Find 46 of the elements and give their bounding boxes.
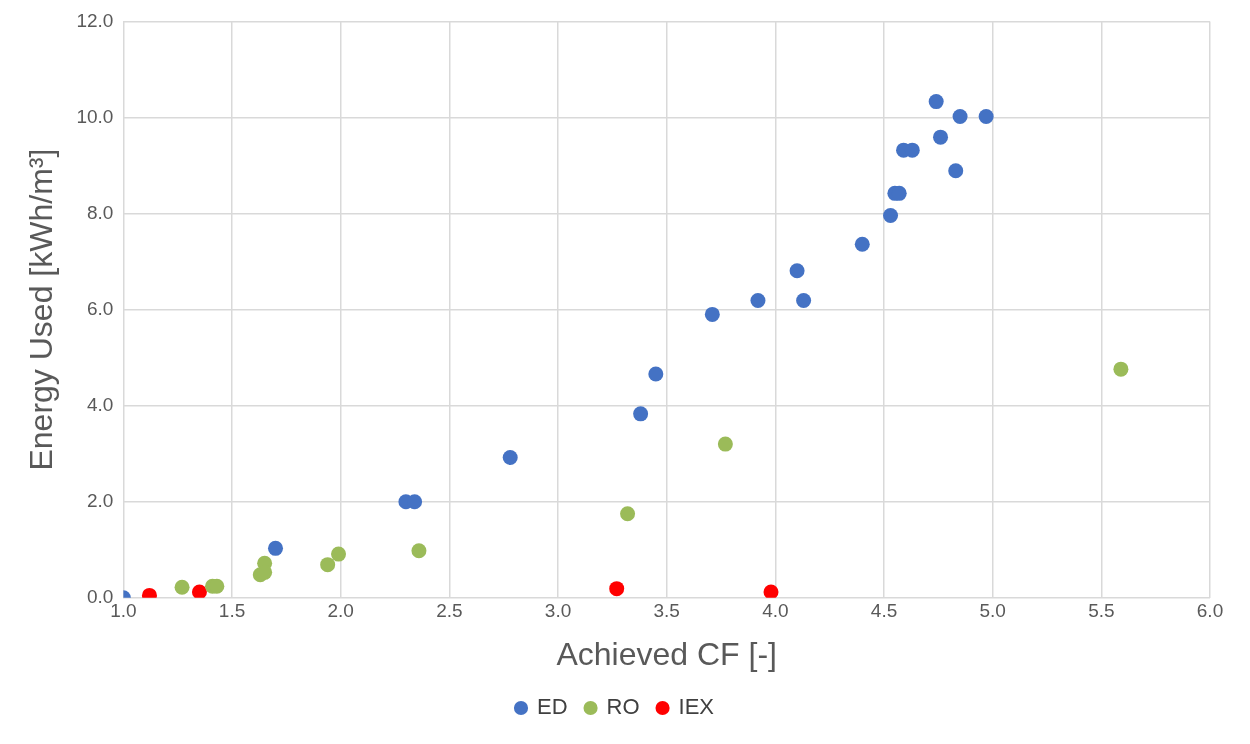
point <box>928 94 944 110</box>
x-tick-label: 1.5 <box>218 600 246 622</box>
x-tick-label: 4.0 <box>762 600 789 622</box>
x-tick-label: 2.0 <box>327 600 354 622</box>
point <box>796 292 812 308</box>
y-tick-label: 6.0 <box>86 297 114 319</box>
point <box>320 557 336 573</box>
x-tick-label: 5.0 <box>979 600 1006 622</box>
y-axis-title: Energy Used [kWh/m³] <box>23 148 60 471</box>
y-tick-label: 2.0 <box>86 489 114 511</box>
x-tick-label: 5.5 <box>1088 600 1115 622</box>
point <box>411 543 427 559</box>
point <box>763 584 779 598</box>
legend-label: IEX <box>678 694 715 720</box>
x-tick-label: 6.0 <box>1196 600 1224 622</box>
point <box>978 109 994 125</box>
y-tick-label: 8.0 <box>86 201 114 223</box>
point <box>789 263 805 279</box>
point <box>331 546 347 562</box>
point <box>609 581 625 597</box>
point <box>933 129 949 145</box>
y-tick-label: 10.0 <box>76 105 114 127</box>
point <box>948 163 964 179</box>
point <box>191 584 207 598</box>
point <box>268 540 284 556</box>
point <box>952 109 968 125</box>
legend-label: RO <box>606 694 640 720</box>
x-tick-label: 3.0 <box>544 600 572 622</box>
point <box>174 579 190 595</box>
point <box>620 506 636 522</box>
x-axis-title: Achieved CF [-] <box>556 635 777 672</box>
legend-label: ED <box>536 694 568 720</box>
x-tick-label: 4.5 <box>870 600 898 622</box>
x-tick-label: 3.5 <box>653 600 680 622</box>
y-tick-label: 4.0 <box>86 393 114 415</box>
point <box>502 450 518 466</box>
point <box>750 292 766 308</box>
point <box>704 306 720 322</box>
y-tick-label: 12.0 <box>76 9 114 31</box>
x-tick-label: 2.5 <box>436 600 463 622</box>
point <box>883 207 899 223</box>
point <box>648 366 664 382</box>
point <box>633 406 649 422</box>
point <box>717 436 733 452</box>
point <box>1113 361 1129 377</box>
point <box>854 236 870 252</box>
